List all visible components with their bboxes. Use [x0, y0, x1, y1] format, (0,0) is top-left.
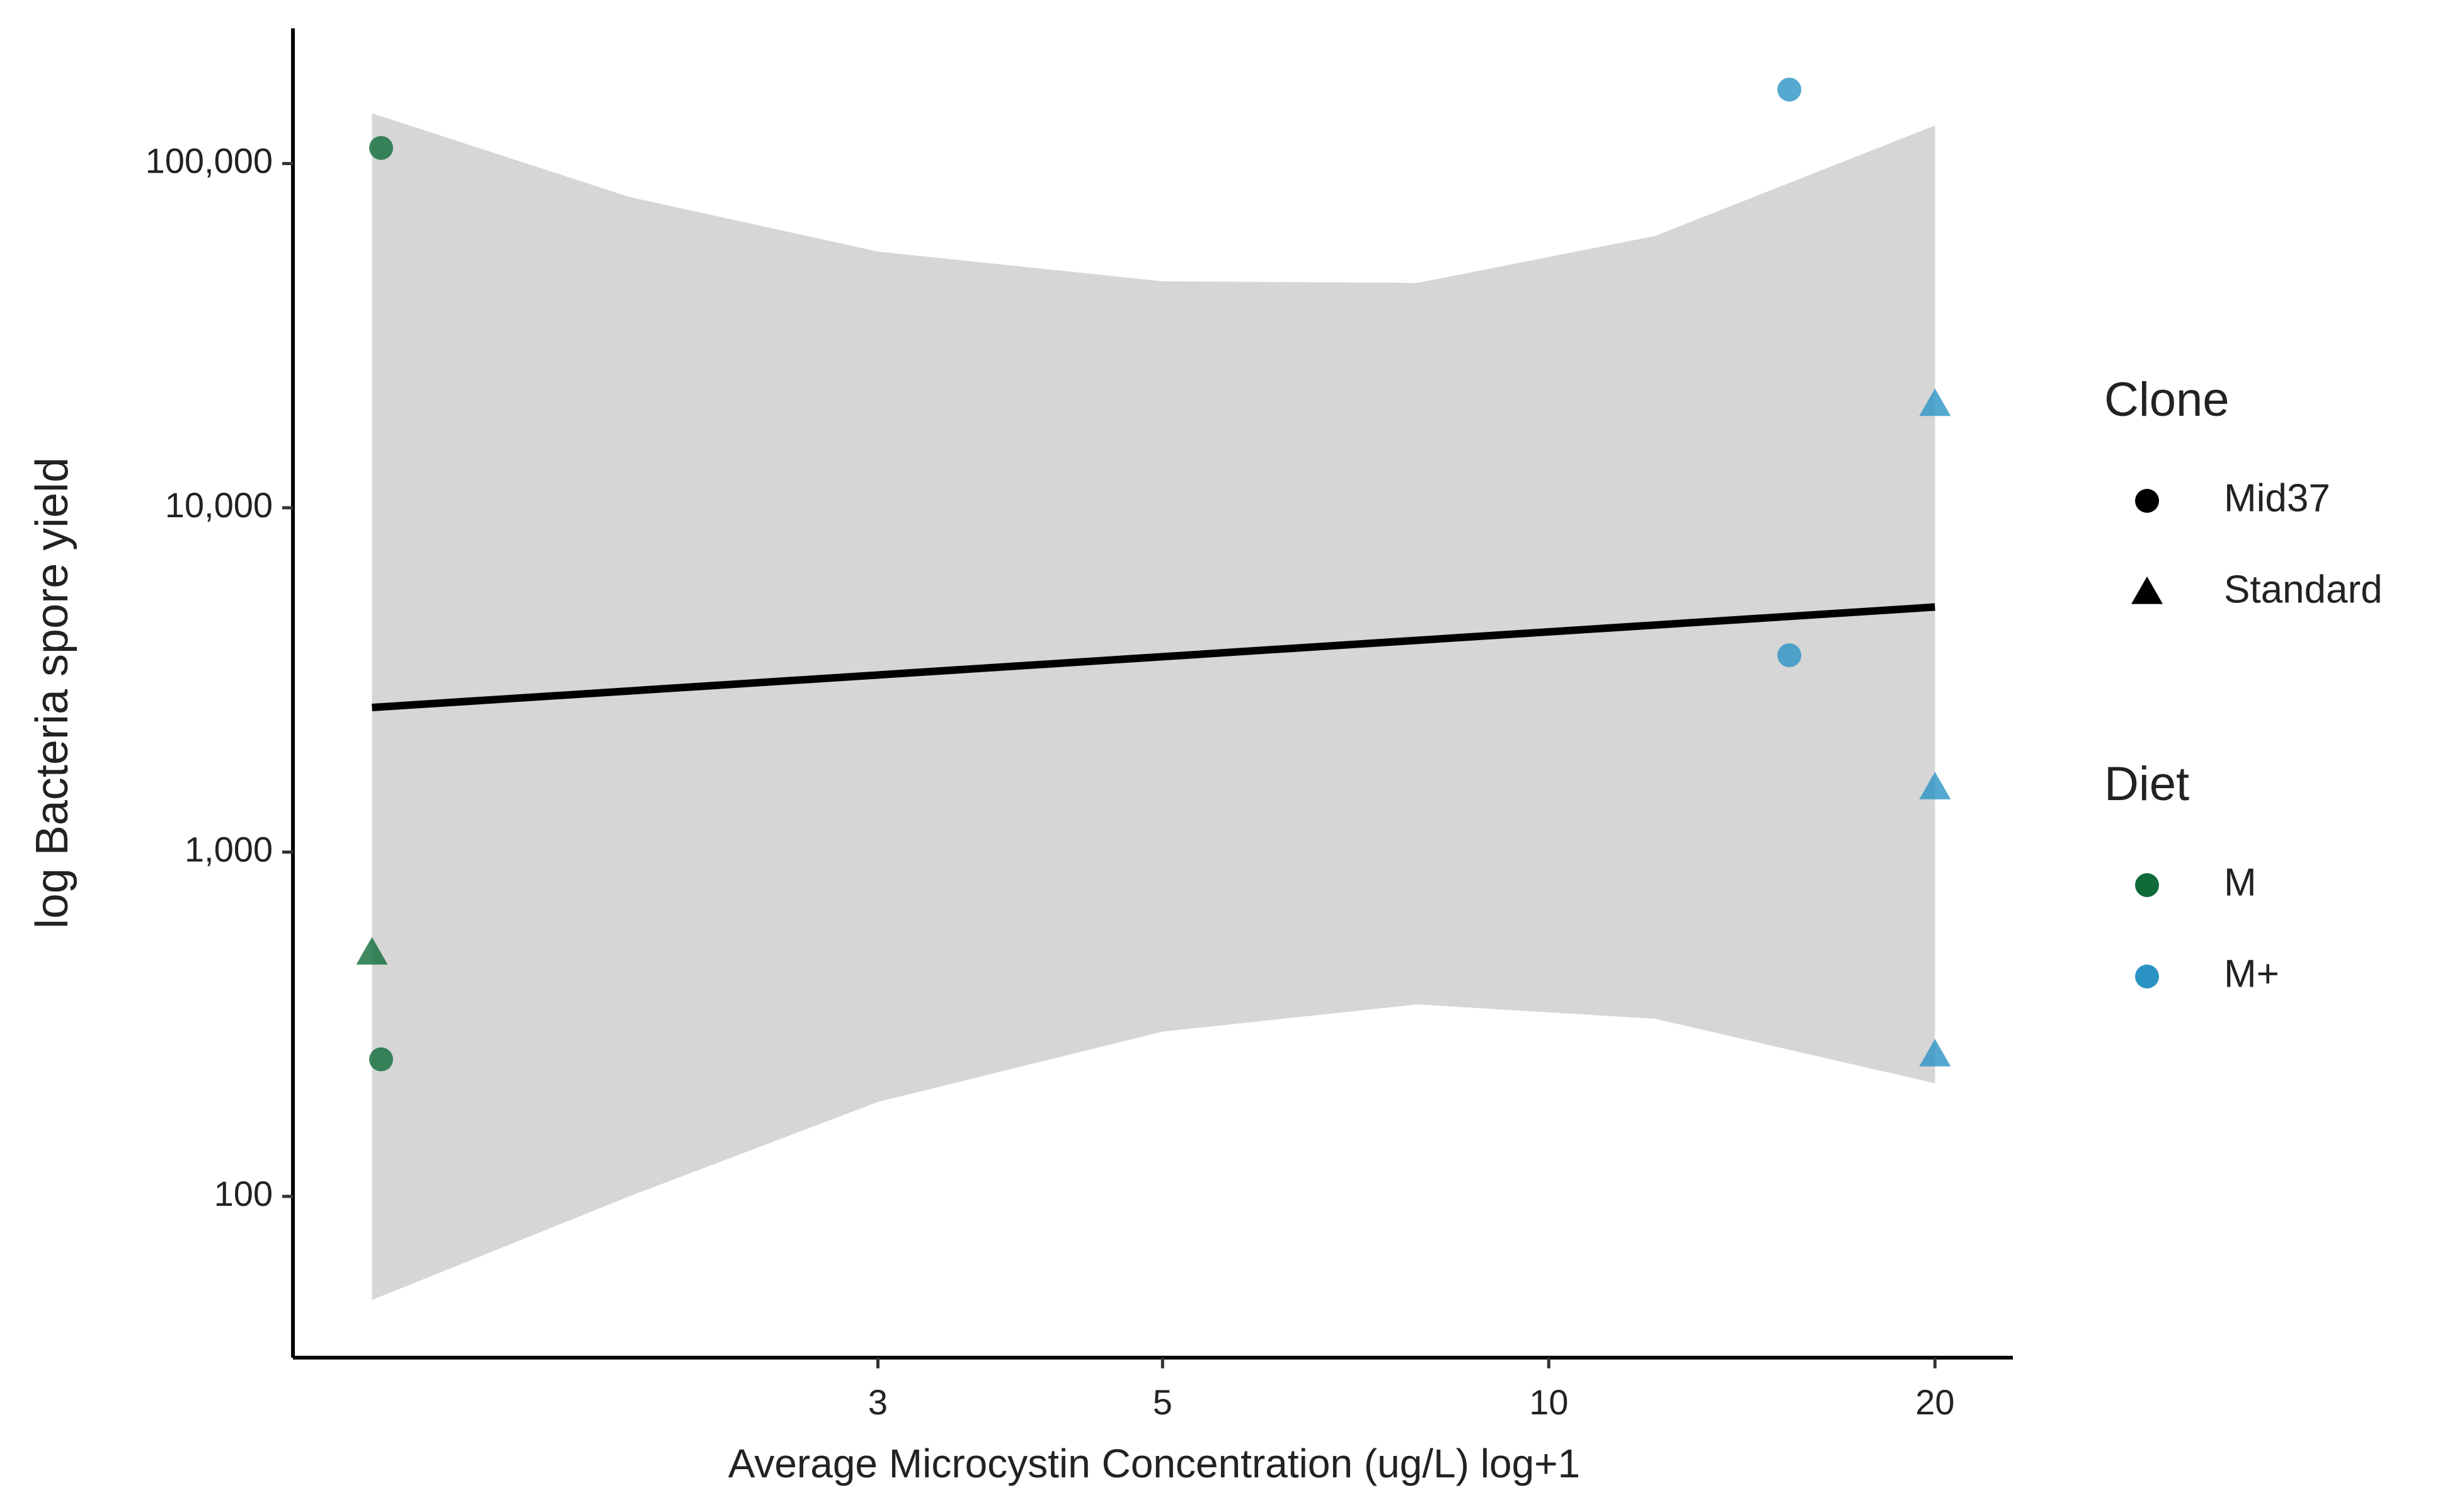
y-tick-label: 10,000: [165, 485, 273, 525]
y-tick-label: 1,000: [185, 829, 273, 869]
confidence-band: [372, 113, 1935, 1300]
point: [1777, 77, 1802, 102]
legend-symbol: [2131, 576, 2163, 604]
y-axis-title: log Bacteria spore yield: [27, 457, 77, 929]
point: [1919, 1039, 1951, 1067]
point: [369, 1047, 393, 1072]
point: [1919, 772, 1951, 799]
legend-title: Clone: [2104, 373, 2230, 427]
point: [369, 135, 393, 160]
x-axis-title: Average Microcystin Concentration (ug/L)…: [728, 1441, 1580, 1486]
legend-title: Diet: [2104, 757, 2189, 811]
point: [1777, 643, 1802, 668]
y-tick-label: 100,000: [146, 140, 273, 180]
legend-label: Mid37: [2224, 476, 2330, 520]
point: [1919, 388, 1951, 416]
fit-line: [372, 603, 1935, 712]
legend-symbol: [2135, 873, 2159, 897]
legend-label: M: [2224, 861, 2257, 904]
x-tick-label: 20: [1915, 1382, 1954, 1422]
legend-label: M+: [2224, 952, 2279, 995]
legend-symbol: [2135, 965, 2159, 988]
legend-symbol: [2135, 489, 2159, 513]
legend-label: Standard: [2224, 568, 2383, 611]
x-tick-label: 10: [1529, 1382, 1568, 1422]
x-tick-label: 3: [868, 1382, 888, 1422]
point: [356, 937, 388, 965]
y-tick-label: 100: [214, 1174, 273, 1213]
x-tick-label: 5: [1153, 1382, 1172, 1422]
